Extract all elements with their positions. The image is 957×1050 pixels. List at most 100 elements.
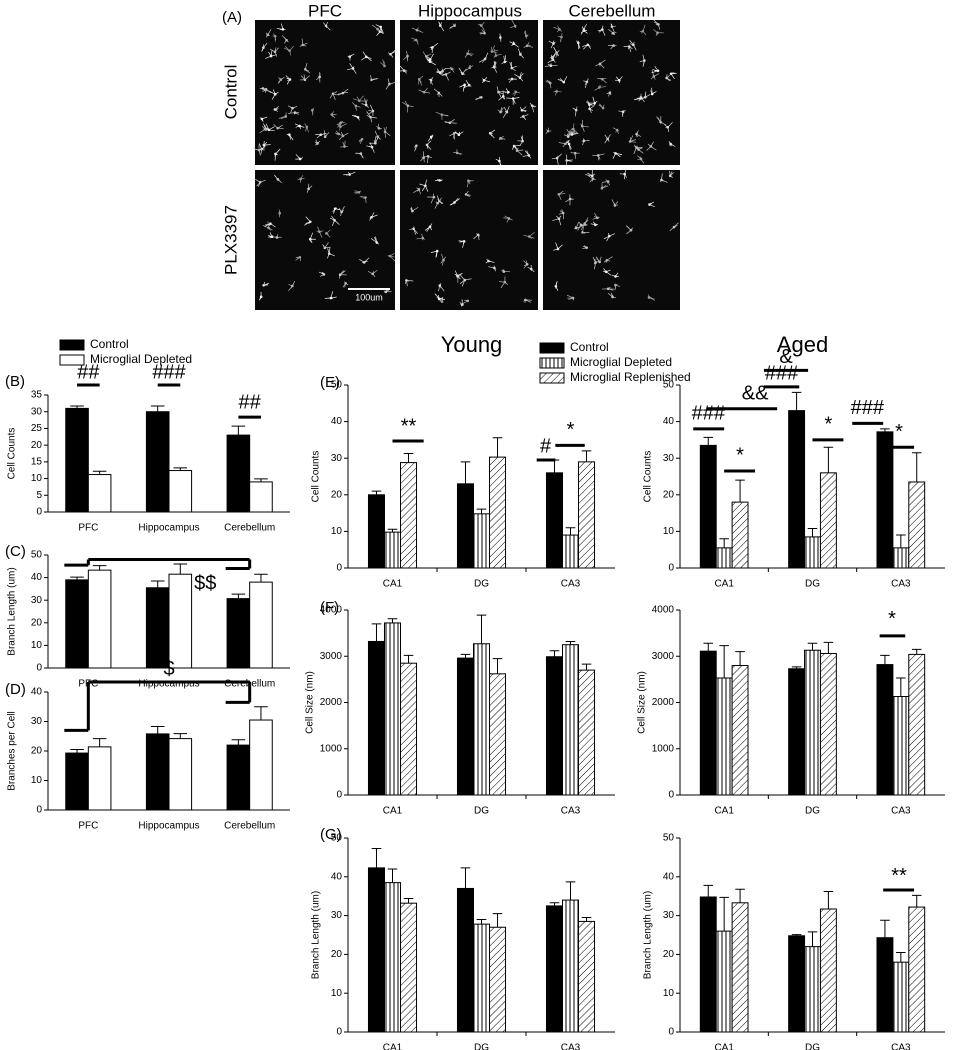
bar	[892, 547, 910, 569]
error-bar	[231, 593, 246, 599]
bar	[489, 673, 507, 796]
x-tick-label: Cerebellum	[224, 821, 275, 832]
bar	[383, 622, 402, 796]
y-tick-label: 30	[31, 595, 43, 606]
cell	[571, 296, 575, 300]
error-bar	[476, 918, 487, 925]
cell	[276, 178, 280, 181]
cell	[303, 67, 307, 71]
cell	[597, 86, 601, 89]
y-tick-label: 20	[31, 746, 43, 757]
cell	[605, 259, 609, 262]
bar	[578, 669, 596, 796]
cell	[593, 101, 596, 105]
cell	[566, 135, 570, 138]
y-tick-label: 30	[31, 716, 43, 727]
bar	[472, 643, 491, 796]
cell	[669, 72, 673, 76]
error-bar	[549, 459, 560, 473]
cell	[464, 193, 468, 196]
cell	[505, 110, 509, 114]
cell	[530, 104, 534, 107]
cell	[428, 225, 432, 228]
column-label: Cerebellum	[569, 1, 656, 20]
error-bar	[911, 894, 922, 908]
cell	[672, 225, 676, 229]
error-bar	[911, 452, 922, 482]
cell	[483, 57, 487, 61]
y-tick-label: 0	[336, 1027, 342, 1038]
x-tick-label: CA1	[714, 1043, 734, 1050]
cell	[525, 262, 529, 266]
cell	[308, 237, 312, 241]
bar	[892, 695, 910, 796]
cell	[499, 137, 502, 140]
x-tick-label: CA3	[561, 579, 581, 590]
cell	[488, 131, 492, 135]
y-tick-label: 3000	[320, 651, 343, 662]
bar	[249, 581, 273, 669]
cell	[273, 108, 277, 111]
bar	[731, 501, 749, 569]
bar	[578, 461, 596, 569]
error-bar	[92, 470, 107, 475]
y-tick-label: 10	[331, 526, 343, 537]
cell	[617, 78, 621, 82]
cell	[466, 52, 469, 55]
cell	[623, 172, 626, 176]
error-bar	[371, 490, 382, 495]
cell	[570, 133, 574, 136]
cell	[574, 226, 578, 230]
cell	[551, 58, 555, 61]
error-bar	[823, 446, 834, 473]
cell	[275, 236, 279, 239]
y-axis-label: Branch Length (um)	[7, 567, 18, 655]
bar	[699, 896, 717, 1033]
cell	[579, 223, 583, 227]
cell	[438, 179, 441, 182]
significance-label: *	[736, 445, 744, 467]
bar	[367, 867, 385, 1033]
y-tick-label: 30	[663, 910, 675, 921]
error-bar	[823, 641, 834, 654]
error-bar	[735, 479, 745, 503]
cell	[657, 23, 660, 26]
bar	[715, 547, 733, 569]
cell	[463, 83, 466, 87]
cell	[406, 54, 409, 58]
cell	[524, 34, 528, 38]
cell	[669, 142, 672, 146]
bar	[819, 652, 837, 796]
bar	[819, 472, 837, 569]
bar	[908, 906, 926, 1033]
legend-swatch	[539, 342, 565, 354]
cell	[406, 104, 410, 107]
error-bar	[254, 478, 268, 482]
bar	[367, 494, 385, 569]
y-tick-label: 0	[336, 790, 342, 801]
error-bar	[371, 623, 382, 642]
y-tick-label: 40	[31, 687, 43, 698]
cell	[414, 38, 418, 42]
cell	[383, 64, 386, 68]
legend-swatch	[59, 339, 85, 351]
bar	[168, 573, 193, 669]
cell	[621, 110, 625, 114]
error-bar	[173, 733, 188, 739]
cell	[364, 196, 367, 199]
cell	[438, 284, 442, 287]
cell	[501, 95, 505, 98]
y-tick-label: 30	[331, 453, 343, 464]
cell	[308, 220, 312, 224]
cell	[604, 270, 608, 274]
y-tick-label: 20	[31, 440, 43, 451]
bar	[87, 569, 112, 669]
cell	[424, 55, 428, 58]
y-tick-label: 10	[331, 988, 343, 999]
cell	[325, 232, 328, 235]
cell	[529, 267, 533, 271]
cell	[379, 25, 383, 29]
cell	[453, 24, 456, 27]
error-bar	[254, 706, 268, 721]
cell	[285, 38, 288, 42]
